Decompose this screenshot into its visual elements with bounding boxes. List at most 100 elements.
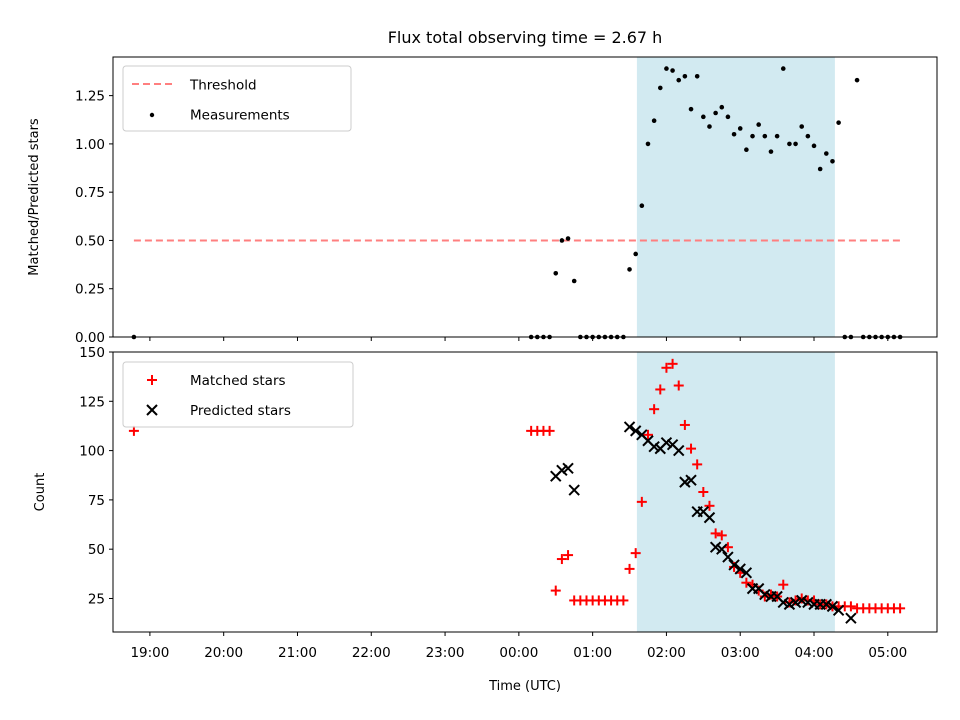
legend-matched-label: Matched stars xyxy=(190,373,286,389)
matched-star-point xyxy=(716,530,727,541)
measurement-point xyxy=(817,166,823,172)
predicted-star-point xyxy=(783,598,796,611)
predicted-star-point xyxy=(826,600,839,613)
measurement-point xyxy=(780,66,786,71)
y-tick-label: 0.75 xyxy=(75,185,105,201)
y-tick-label: 150 xyxy=(79,345,105,361)
matched-star-point xyxy=(692,459,703,470)
predicted-star-point xyxy=(789,596,802,609)
matched-star-point xyxy=(845,601,856,612)
measurement-point xyxy=(565,236,571,241)
predicted-star-point xyxy=(679,476,691,488)
predicted-star-point xyxy=(648,440,660,453)
top-axes-frame xyxy=(112,56,938,338)
predicted-star-point xyxy=(716,543,728,555)
predicted-star-point xyxy=(832,604,845,617)
matched-star-point xyxy=(630,548,641,559)
bottom-shaded-region xyxy=(636,352,835,632)
matched-star-point xyxy=(649,404,660,415)
matched-star-point xyxy=(618,595,629,606)
measurement-point xyxy=(774,133,780,139)
y-tick-label: 1.25 xyxy=(75,89,105,105)
x-tick-label: 01:00 xyxy=(573,645,612,661)
x-tick-label: 04:00 xyxy=(795,645,834,661)
measurement-point xyxy=(676,77,682,83)
matched-star-point xyxy=(563,550,574,561)
measurement-point xyxy=(725,114,731,120)
legend-matched-swatch xyxy=(147,375,157,385)
predicted-star-point xyxy=(802,596,814,609)
predicted-star-point xyxy=(722,551,734,563)
legend-threshold-label: Threshold xyxy=(189,78,257,94)
measurement-point xyxy=(719,104,725,110)
measurement-point xyxy=(633,251,638,257)
measurement-point xyxy=(805,133,811,139)
predicted-star-point xyxy=(845,612,857,624)
matched-star-point xyxy=(679,419,690,430)
bottom-x-ticks: 19:00 20:00 21:00 22:00 23:00 00:00 01:00 02:00… xyxy=(130,632,907,661)
x-tick-label: 22:00 xyxy=(352,645,391,661)
measurement-point xyxy=(670,68,675,73)
bottom-legend: Matched stars Predicted stars xyxy=(122,361,354,428)
measurement-point xyxy=(768,149,774,154)
predicted-stars-series xyxy=(550,421,857,624)
predicted-star-point xyxy=(709,541,722,553)
predicted-star-point xyxy=(685,474,697,486)
y-tick-label: 50 xyxy=(88,542,105,558)
matched-star-point xyxy=(673,380,684,391)
y-tick-label: 0.50 xyxy=(75,233,105,249)
predicted-star-point xyxy=(568,484,580,496)
top-x-ticks xyxy=(149,337,889,341)
bottom-xlabel: Time (UTC) xyxy=(488,679,561,694)
measurement-point xyxy=(694,74,700,79)
measurement-point xyxy=(830,158,835,164)
predicted-star-point xyxy=(820,598,833,611)
measurement-point xyxy=(651,118,657,124)
matched-star-point xyxy=(704,500,715,511)
matched-star-point xyxy=(624,563,635,574)
predicted-star-point xyxy=(703,511,716,524)
predicted-star-point xyxy=(796,594,808,607)
x-tick-label: 20:00 xyxy=(204,645,243,661)
predicted-star-point xyxy=(759,588,771,601)
y-tick-label: 1.00 xyxy=(75,137,105,153)
measurement-point xyxy=(793,141,798,147)
matched-star-point xyxy=(778,579,789,590)
top-y-ticks: 0.00 0.25 0.50 0.75 1.00 1.25 xyxy=(75,89,113,346)
matched-star-point xyxy=(655,384,666,395)
predicted-star-point xyxy=(556,464,568,477)
y-tick-label: 0.00 xyxy=(75,330,105,346)
predicted-star-point xyxy=(734,563,746,575)
bottom-axes-frame xyxy=(112,351,938,633)
measurement-point xyxy=(571,278,577,284)
measurement-point xyxy=(553,270,559,276)
figure-title: Flux total observing time = 2.67 h xyxy=(388,28,663,47)
predicted-star-point xyxy=(660,436,673,449)
measurement-point xyxy=(713,110,718,116)
measurement-point xyxy=(627,267,632,272)
measurement-point xyxy=(787,141,792,147)
predicted-star-point xyxy=(629,425,642,437)
matched-star-point xyxy=(698,487,709,497)
matched-star-point xyxy=(895,603,906,614)
predicted-star-point xyxy=(673,444,685,457)
matched-star-point xyxy=(544,425,555,436)
measurement-point xyxy=(639,203,645,208)
measurement-point xyxy=(731,131,737,137)
measurement-point xyxy=(756,122,761,127)
bottom-panel: 25 50 75 100 125 150 19:00 20:00 21:00 22:00 23:0… xyxy=(33,345,938,694)
matched-star-point xyxy=(556,554,567,565)
top-panel: 0.00 0.25 0.50 0.75 1.00 1.25 Matched/Predict… xyxy=(27,56,938,346)
measurement-point xyxy=(750,133,755,139)
y-tick-label: 25 xyxy=(88,591,105,607)
matched-star-point xyxy=(636,496,647,507)
measurement-point xyxy=(701,114,706,120)
legend-predicted-label: Predicted stars xyxy=(190,403,291,419)
measurement-point xyxy=(645,141,651,147)
predicted-star-point xyxy=(740,567,753,579)
x-tick-label: 05:00 xyxy=(868,645,907,661)
measurement-point xyxy=(762,133,768,139)
measurement-point xyxy=(664,66,669,71)
top-legend: Threshold Measurements xyxy=(122,65,352,132)
